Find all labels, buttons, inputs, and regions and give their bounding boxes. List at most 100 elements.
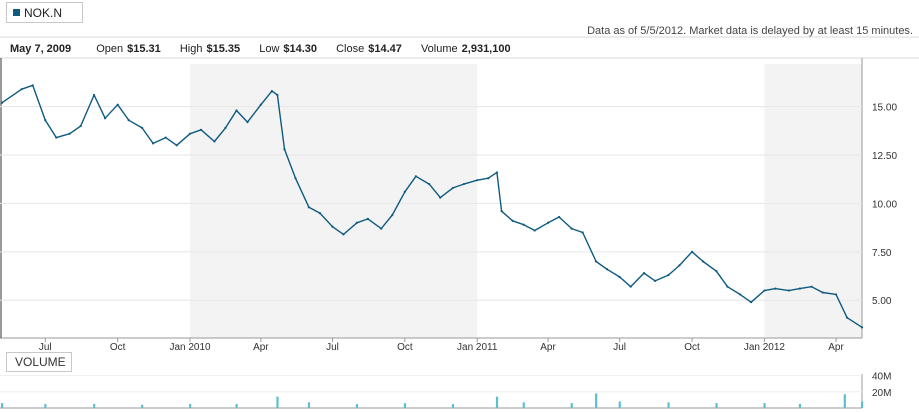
price-point [403, 190, 406, 193]
price-point [546, 221, 550, 224]
price-point [701, 260, 705, 263]
price-point [581, 231, 584, 234]
volume-bar [451, 403, 455, 408]
x-tick-label: Jul [613, 342, 626, 353]
price-point [127, 119, 130, 122]
y-tick-label: 5.00 [872, 296, 892, 307]
price-point [642, 272, 646, 275]
open-value: $15.31 [127, 43, 161, 55]
price-point [31, 84, 34, 87]
price-point [763, 289, 766, 292]
volume-bar [355, 403, 359, 408]
volume-bar [276, 396, 279, 408]
price-point [738, 293, 742, 296]
low-value: $14.30 [283, 43, 318, 55]
volume-label: Volume [420, 43, 458, 55]
price-point [557, 215, 561, 219]
x-tick-label: Jul [39, 342, 52, 353]
low-label: Low [259, 43, 280, 55]
open-label: Open [96, 43, 124, 55]
price-point [860, 326, 864, 329]
price-point [428, 182, 431, 186]
price-point [235, 109, 238, 112]
x-tick-label: Jan 2012 [744, 342, 786, 353]
y-tick-label: 12.50 [872, 151, 897, 162]
price-point [79, 124, 82, 128]
price-point [690, 250, 694, 253]
price-point [476, 179, 479, 182]
price-point [224, 126, 227, 130]
volume-bar [235, 403, 238, 408]
price-point [810, 285, 813, 288]
x-tick-label: Jul [326, 342, 339, 353]
symbol-tab[interactable]: NOK.N [6, 2, 83, 23]
price-point [667, 273, 670, 277]
price-point [487, 177, 490, 180]
price-point [0, 101, 4, 104]
price-point [618, 275, 621, 279]
y-tick-label: 7.50 [872, 248, 892, 259]
volume-panel-label: VOLUME [15, 355, 66, 369]
price-point [380, 227, 383, 230]
price-point [798, 287, 801, 290]
volume-bar [798, 403, 802, 408]
price-point [605, 268, 609, 271]
price-point [116, 103, 119, 106]
price-point [318, 212, 321, 215]
price-point [678, 264, 681, 267]
close-label: Close [336, 43, 365, 55]
price-point [749, 301, 753, 304]
price-point [213, 140, 216, 143]
price-point [653, 279, 657, 282]
price-point [259, 103, 262, 106]
close-value: $14.47 [368, 43, 402, 55]
price-point [294, 177, 297, 180]
price-point [533, 229, 536, 232]
x-tick-label: Jan 2011 [457, 342, 498, 353]
x-tick-label: Apr [828, 342, 844, 353]
price-point [307, 206, 310, 209]
ohlc-date: May 7, 2009 [10, 43, 72, 55]
price-point [283, 148, 286, 151]
volume-bar [495, 396, 499, 408]
x-tick-label: Oct [684, 342, 700, 353]
x-tick-label: Oct [110, 342, 126, 353]
volume-tab[interactable]: VOLUME [6, 352, 72, 372]
price-point [414, 175, 417, 178]
high-label: High [179, 43, 203, 55]
price-point [726, 285, 729, 288]
volume-bar [403, 403, 407, 408]
price-point [834, 293, 838, 296]
data-delay-note: Data as of 5/5/2012. Market data is dela… [587, 25, 913, 37]
volume-bar [307, 402, 311, 408]
symbol-label: NOK.N [24, 5, 63, 20]
series-color-swatch [13, 9, 20, 16]
price-point [594, 260, 598, 263]
price-point [629, 285, 632, 288]
volume-bar [843, 394, 846, 408]
price-point [44, 119, 47, 122]
x-tick-label: Apr [540, 342, 556, 353]
ohlc-readout: May 7, 2009 Open $15.31 High $15.35 Low $14… [10, 43, 527, 55]
volume-bar [44, 403, 47, 408]
price-point [451, 186, 454, 190]
volume-bar [715, 403, 718, 408]
price-point [845, 316, 849, 319]
volume-bar [595, 393, 598, 408]
year-band-2012 [764, 64, 862, 338]
price-point [774, 287, 777, 290]
volume-bar [861, 401, 864, 408]
volume-tick-label: 20M [872, 388, 891, 399]
price-point [511, 219, 514, 222]
price-point [175, 144, 178, 147]
volume-bar [570, 403, 573, 408]
price-point [103, 117, 107, 120]
price-point [522, 223, 525, 226]
volume-bar [189, 403, 192, 408]
price-point [570, 227, 573, 230]
x-tick-label: Oct [397, 342, 413, 353]
price-point [439, 196, 442, 199]
price-point [68, 132, 71, 135]
price-point [500, 210, 503, 213]
